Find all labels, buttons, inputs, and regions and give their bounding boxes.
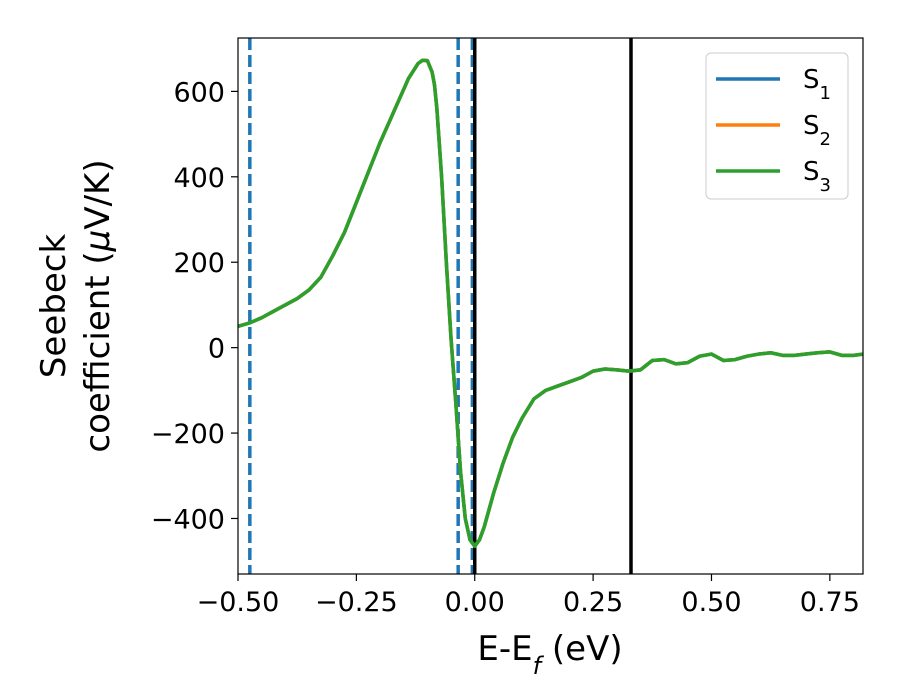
y-axis-label-line2: coefficient (μV/K) bbox=[78, 159, 118, 452]
x-tick-label: −0.50 bbox=[197, 587, 280, 618]
series-lines bbox=[238, 58, 863, 548]
series-line-s3 bbox=[238, 58, 863, 548]
y-tick-label: 400 bbox=[173, 163, 225, 194]
y-tick-label: 0 bbox=[208, 334, 225, 365]
y-tick-label: 600 bbox=[173, 77, 225, 108]
y-axis-label: Seebeck coefficient (μV/K) bbox=[34, 159, 118, 452]
x-tick-label: 0.50 bbox=[681, 587, 741, 618]
vertical-marker-lines bbox=[248, 38, 633, 574]
x-tick-label: 0.75 bbox=[800, 587, 860, 618]
y-axis: −400 −200 0 200 400 600 bbox=[151, 77, 238, 535]
legend-label-s1: S1 bbox=[803, 65, 831, 104]
legend-label-s3: S3 bbox=[803, 157, 831, 196]
legend: S1 S2 S3 bbox=[705, 52, 849, 200]
y-tick-label: −200 bbox=[151, 419, 225, 450]
y-axis-label-line1: Seebeck bbox=[34, 234, 74, 379]
plot-frame bbox=[237, 37, 864, 575]
x-tick-label: 0.25 bbox=[563, 587, 623, 618]
x-axis: −0.50 −0.25 0.00 0.25 0.50 0.75 bbox=[197, 574, 860, 618]
x-tick-label: 0.00 bbox=[445, 587, 505, 618]
y-tick-label: 200 bbox=[173, 248, 225, 279]
x-axis-label: E-Ef (eV) bbox=[477, 629, 622, 680]
x-tick-label: −0.25 bbox=[315, 587, 398, 618]
legend-label-s2: S2 bbox=[803, 111, 831, 150]
y-tick-label: −400 bbox=[151, 504, 225, 535]
